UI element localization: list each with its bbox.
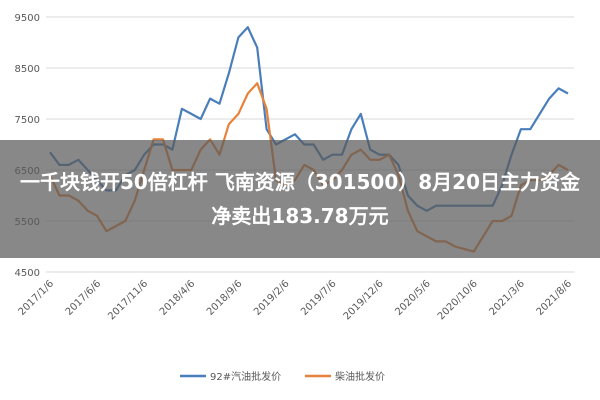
- x-tick-label: 2021/8/6: [535, 278, 575, 318]
- x-tick-label: 2020/5/6: [393, 278, 433, 318]
- legend-label: 92#汽油批发价: [210, 370, 281, 383]
- x-tick-label: 2019/2/6: [252, 278, 292, 318]
- x-tick-label: 2019/12/6: [342, 278, 386, 322]
- x-tick-label: 2017/1/6: [17, 278, 57, 318]
- x-tick-label: 2020/10/6: [436, 278, 480, 322]
- banner-title: 一千块钱开50倍杠杆 飞南资源（301500）8月20日主力资金净卖出183.7…: [0, 140, 600, 258]
- x-tick-label: 2018/4/6: [158, 278, 198, 318]
- y-tick-label: 7500: [15, 115, 40, 126]
- y-tick-label: 9500: [15, 13, 40, 24]
- legend-label: 柴油批发价: [335, 370, 385, 383]
- x-tick-label: 2021/3/6: [487, 278, 527, 318]
- x-tick-label: 2019/7/6: [299, 278, 339, 318]
- x-tick-label: 2017/6/6: [64, 278, 104, 318]
- x-tick-label: 2018/9/6: [205, 278, 245, 318]
- y-tick-label: 4500: [15, 268, 40, 279]
- x-tick-label: 2017/11/6: [106, 278, 150, 322]
- y-tick-label: 8500: [15, 64, 40, 75]
